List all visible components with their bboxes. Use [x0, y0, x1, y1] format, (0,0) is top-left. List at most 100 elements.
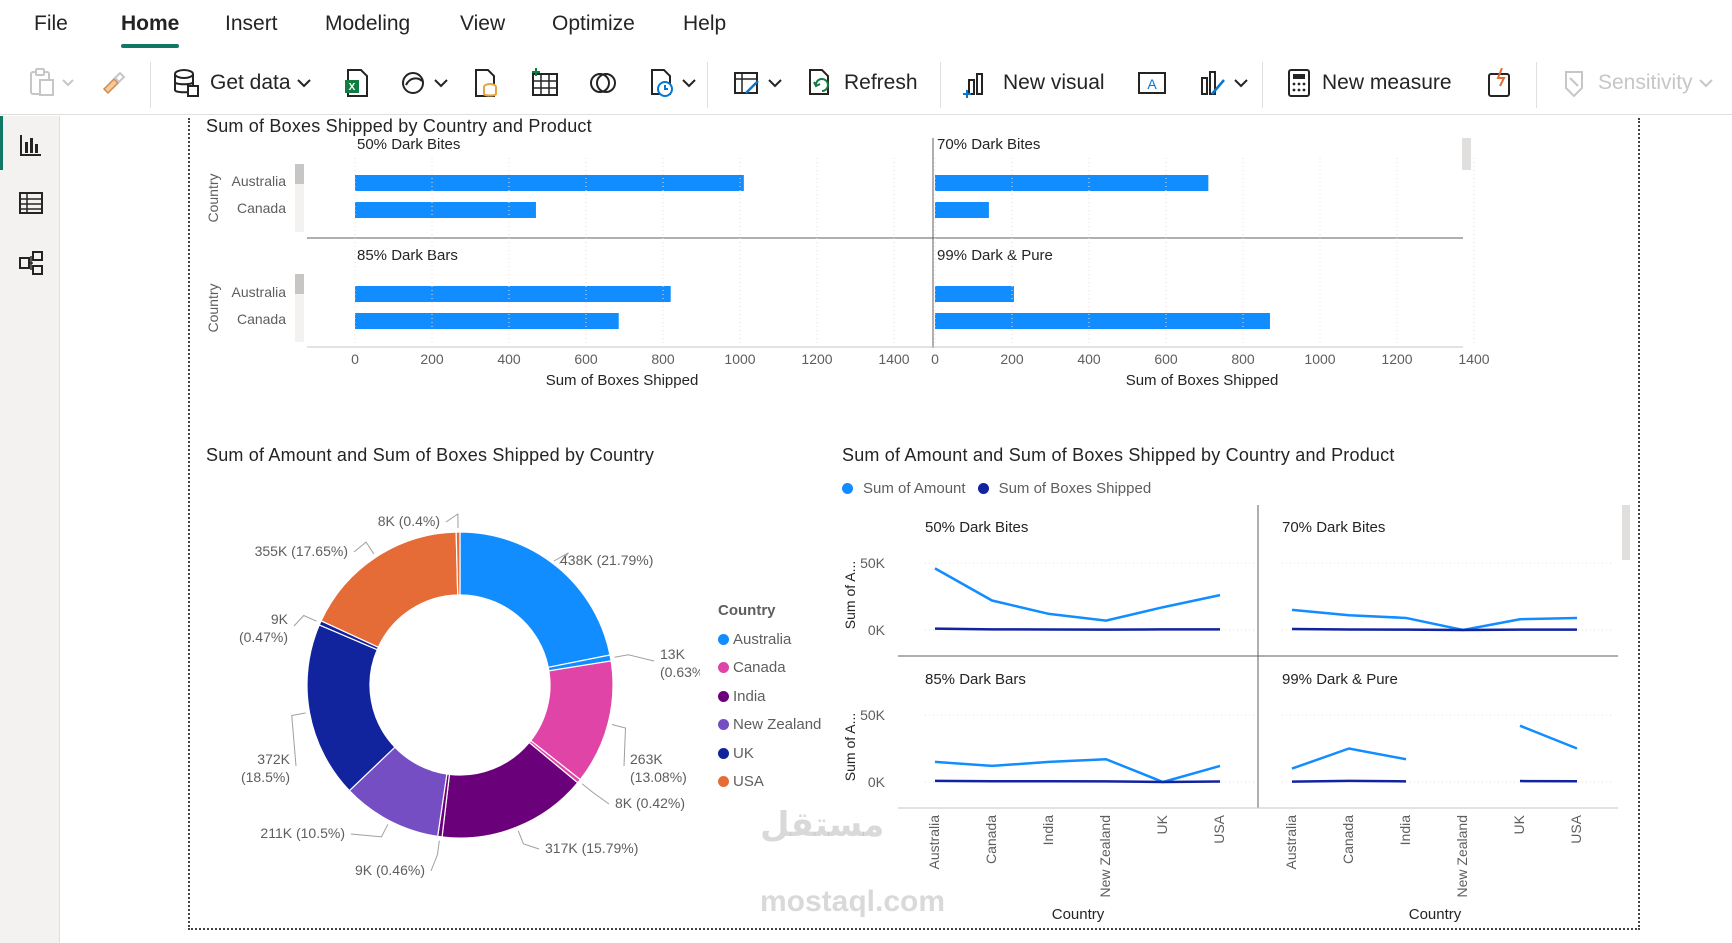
- x-tick-label: 1400: [878, 351, 909, 367]
- y-axis-title: Country: [205, 173, 221, 222]
- menu-insert[interactable]: Insert: [225, 12, 278, 35]
- panel-title: 50% Dark Bites: [925, 519, 1028, 536]
- new-visual-button[interactable]: New visual: [963, 62, 1105, 104]
- legend-label: UK: [733, 744, 754, 762]
- onelake-button[interactable]: [400, 62, 448, 104]
- bar-chart[interactable]: 50% Dark Bites Australia Canada 70% Dark Bi…: [200, 138, 1620, 438]
- panel-title: 70% Dark Bites: [1282, 519, 1385, 536]
- menu-file[interactable]: File: [34, 12, 68, 35]
- scrollbar-thumb: [1622, 505, 1630, 560]
- legend-item[interactable]: India: [718, 682, 821, 711]
- chevron-down-icon: [434, 78, 448, 87]
- get-data-button[interactable]: Get data: [172, 62, 311, 104]
- line-chart-title: Sum of Amount and Sum of Boxes Shipped b…: [842, 445, 1395, 465]
- x-tick-label: 0: [931, 351, 939, 367]
- menu-home[interactable]: Home: [121, 12, 180, 35]
- new-measure-label: New measure: [1322, 71, 1452, 94]
- bar: [935, 313, 1270, 329]
- x-tick-label: 200: [420, 351, 444, 367]
- x-axis-title: Sum of Boxes Shipped: [546, 372, 699, 389]
- legend-item[interactable]: Australia: [718, 625, 821, 654]
- excel-icon: X: [345, 69, 368, 97]
- legend-item[interactable]: Canada: [718, 654, 821, 683]
- active-view-indicator: [0, 116, 3, 170]
- data-label: (0.47%): [239, 629, 288, 645]
- line-series-amount: [934, 567, 1221, 622]
- line-series-amount: [1291, 608, 1578, 632]
- menu-optimize[interactable]: Optimize: [552, 12, 635, 35]
- data-label: 438K (21.79%): [560, 552, 653, 568]
- legend-dot: [842, 483, 853, 494]
- refresh-label: Refresh: [844, 71, 918, 94]
- sql-server-button[interactable]: [472, 62, 500, 104]
- bar: [355, 175, 744, 191]
- paste-icon: [30, 68, 54, 96]
- new-measure-button[interactable]: New measure: [1286, 62, 1452, 104]
- legend-item[interactable]: UK: [718, 739, 821, 768]
- legend-dot: [718, 662, 729, 674]
- x-tick-label: 600: [1154, 351, 1178, 367]
- format-painter-button[interactable]: [100, 62, 128, 104]
- menu-help[interactable]: Help: [683, 12, 727, 35]
- legend-label[interactable]: Sum of Boxes Shipped: [998, 480, 1152, 497]
- category-label: Canada: [237, 200, 286, 216]
- data-label: 372K: [257, 751, 290, 767]
- line-series-amount: [1291, 747, 1407, 770]
- legend-item[interactable]: USA: [718, 768, 821, 797]
- model-view-icon[interactable]: [18, 250, 44, 276]
- x-axis-title: Sum of Boxes Shipped: [1126, 372, 1279, 389]
- data-label: 263K: [630, 751, 663, 767]
- x-tick-label: 800: [651, 351, 675, 367]
- legend-item[interactable]: New Zealand: [718, 711, 821, 740]
- recent-sources-button[interactable]: [648, 62, 696, 104]
- chevron-down-icon: [1698, 78, 1713, 87]
- new-visual-label: New visual: [1003, 71, 1105, 94]
- refresh-icon: [809, 69, 829, 95]
- x-axis-title: Country: [1409, 906, 1462, 923]
- paste-button[interactable]: [28, 62, 74, 104]
- donut-chart[interactable]: 438K (21.79%) 13K (0.63%) 263K (13.08%) 8K (0…: [200, 500, 700, 900]
- donut-legend: Country Australia Canada India New Zeala…: [718, 602, 821, 796]
- leader-line: [581, 783, 610, 805]
- line-series-boxes: [934, 779, 1221, 784]
- data-label: 355K (17.65%): [255, 543, 348, 559]
- x-tick-label: 1000: [1304, 351, 1335, 367]
- refresh-button[interactable]: Refresh: [806, 62, 918, 104]
- chevron-down-icon: [768, 78, 782, 87]
- leader-line: [445, 513, 459, 529]
- panel-title: 50% Dark Bites: [357, 138, 460, 153]
- menu-modeling[interactable]: Modeling: [325, 12, 411, 35]
- x-tick-label: India: [1040, 815, 1056, 846]
- sensitivity-icon: [1565, 71, 1583, 98]
- leader-line: [614, 654, 655, 662]
- line-chart[interactable]: 50% Dark Bites 50K 0K Sum of A... 70% Dark B…: [840, 500, 1630, 930]
- data-label: 9K (0.46%): [355, 862, 425, 878]
- scrollbar-thumb: [1462, 138, 1471, 170]
- watermark-text: mostaql.com: [760, 885, 946, 918]
- bar-chart-title: Sum of Boxes Shipped by Country and Prod…: [206, 116, 592, 136]
- y-axis-title: Sum of A...: [842, 561, 858, 629]
- data-label: 9K: [271, 611, 289, 627]
- menu-view[interactable]: View: [460, 12, 506, 35]
- table-view-icon[interactable]: [18, 190, 44, 216]
- quick-measure-button[interactable]: [1486, 62, 1514, 104]
- line-series-amount: [1519, 724, 1578, 750]
- legend-label[interactable]: Sum of Amount: [863, 480, 966, 497]
- leader-line: [553, 552, 569, 564]
- y-axis-title: Sum of A...: [842, 713, 858, 781]
- x-axis-title: Country: [1052, 906, 1105, 923]
- text-box-icon: A: [1138, 72, 1166, 94]
- text-box-button[interactable]: A: [1137, 62, 1167, 104]
- report-view-icon[interactable]: [18, 132, 44, 158]
- more-visuals-button[interactable]: [1198, 62, 1248, 104]
- more-visuals-icon: [1201, 71, 1225, 95]
- enter-data-button[interactable]: [530, 62, 560, 104]
- donut-slice: [459, 531, 611, 669]
- excel-workbook-button[interactable]: X: [343, 62, 371, 104]
- sensitivity-button[interactable]: Sensitivity: [1560, 62, 1713, 104]
- legend-dot: [977, 483, 989, 494]
- x-tick-label: New Zealand: [1097, 815, 1113, 898]
- dataverse-button[interactable]: [588, 62, 618, 104]
- transform-data-button[interactable]: [732, 62, 782, 104]
- scrollbar-thumb: [295, 274, 304, 294]
